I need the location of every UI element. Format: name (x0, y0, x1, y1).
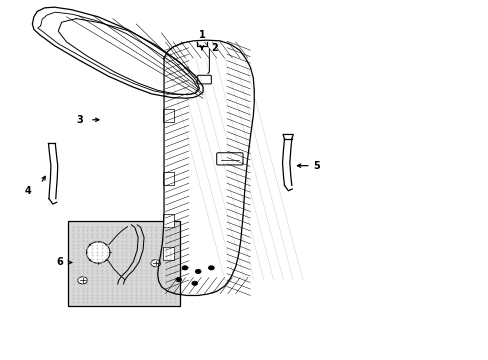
FancyBboxPatch shape (197, 75, 211, 84)
Text: 2: 2 (211, 44, 218, 53)
Circle shape (208, 266, 214, 270)
Circle shape (191, 281, 197, 285)
Circle shape (195, 269, 201, 274)
Text: 4: 4 (24, 186, 31, 196)
Text: 5: 5 (313, 161, 320, 171)
Circle shape (175, 278, 181, 282)
Bar (163, 109, 173, 122)
Bar (163, 247, 173, 260)
Bar (163, 172, 173, 185)
Circle shape (151, 260, 160, 267)
Text: 3: 3 (77, 115, 83, 125)
Circle shape (78, 277, 87, 284)
Ellipse shape (86, 242, 110, 263)
Circle shape (182, 266, 187, 270)
Bar (163, 214, 173, 226)
Text: 1: 1 (198, 30, 205, 40)
Bar (68, 221, 180, 306)
Text: 6: 6 (56, 257, 63, 267)
FancyBboxPatch shape (216, 153, 243, 165)
